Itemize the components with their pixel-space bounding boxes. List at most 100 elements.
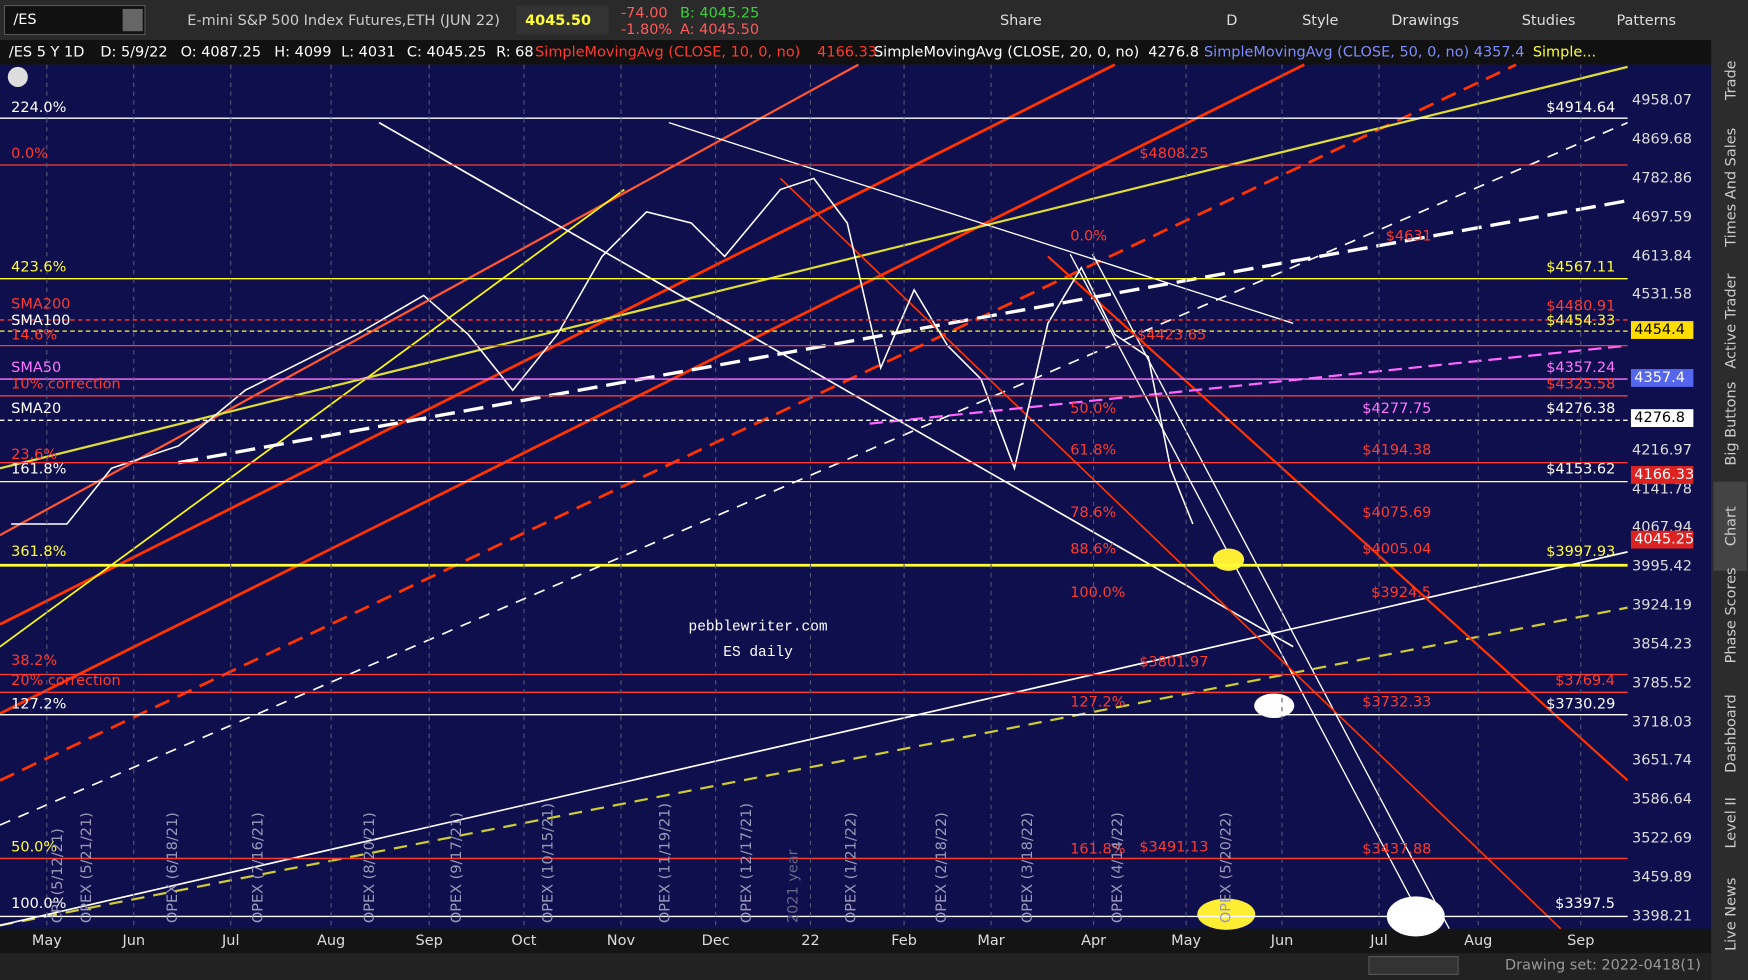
toolbar-button[interactable]: Patterns <box>1616 13 1676 29</box>
drawing-set: Drawing set: 2022-0418(1) <box>1505 958 1701 974</box>
symbol-dropdown[interactable] <box>122 8 143 32</box>
price-badge-text: 4454.4 <box>1634 322 1685 338</box>
event-label: OPEX (1/21/22) <box>844 812 860 923</box>
price-level-label: $4005.04 <box>1362 542 1431 558</box>
level-label: 23.6% <box>11 447 57 463</box>
event-label: CPI (5/12/21) <box>50 828 66 923</box>
scrollbar[interactable] <box>1368 956 1459 975</box>
price-box <box>516 5 609 35</box>
level-label: 38.2% <box>11 653 57 669</box>
symbol-box[interactable] <box>3 5 146 36</box>
event-label: OPEX (5/21/21) <box>79 812 95 923</box>
time-axis <box>0 928 1712 954</box>
level-label: 50.0% <box>11 839 57 855</box>
time-label: Dec <box>702 933 730 949</box>
side-tab[interactable]: Trade <box>1723 60 1739 101</box>
level-label: SMA100 <box>11 313 70 329</box>
price-badge <box>1630 409 1694 428</box>
time-label: Jun <box>1270 933 1294 949</box>
price-level-label: $3397.5 <box>1555 896 1615 912</box>
price-level-label: $4631 <box>1386 228 1432 244</box>
side-tab[interactable]: Level II <box>1723 797 1739 848</box>
chart-area <box>0 64 1628 929</box>
toolbar-button[interactable]: Studies <box>1522 13 1576 29</box>
event-label: OPEX (7/16/21) <box>251 812 267 923</box>
side-tab[interactable]: Dashboard <box>1723 694 1739 773</box>
event-label: OPEX (11/19/21) <box>658 803 674 923</box>
event-label: 2021 year <box>786 849 802 923</box>
level-label: SMA20 <box>11 401 61 417</box>
fib-label: 88.6% <box>1070 542 1116 558</box>
price-level-label: $3997.93 <box>1546 544 1615 560</box>
price-label: 3651.74 <box>1632 752 1692 768</box>
legend-item: /ES 5 Y 1D <box>9 44 84 60</box>
level-label: 127.2% <box>11 697 66 713</box>
price-level-label: $4153.62 <box>1546 461 1615 477</box>
price-level-label: $4325.58 <box>1546 377 1615 393</box>
study-name: SimpleMovingAvg (CLOSE, 10, 0, no) <box>535 44 800 60</box>
time-label: Nov <box>607 933 636 949</box>
price-axis <box>1627 64 1712 929</box>
price-label: 3522.69 <box>1632 830 1692 846</box>
watermark: pebblewriter.com <box>689 619 828 635</box>
price-level-label: $4480.91 <box>1546 299 1615 315</box>
price-label: 4697.59 <box>1632 209 1692 225</box>
time-label: Mar <box>977 933 1004 949</box>
toolbar-button[interactable]: Drawings <box>1391 13 1459 29</box>
price-level-label: $4357.24 <box>1546 360 1615 376</box>
price-label: 4958.07 <box>1632 92 1692 108</box>
price-label: 4141.78 <box>1632 481 1692 497</box>
fib-label: 0.0% <box>1070 228 1107 244</box>
legend-bar <box>0 40 1712 65</box>
side-tab[interactable]: Phase Scores <box>1723 567 1739 663</box>
toolbar-button[interactable]: Style <box>1302 13 1338 29</box>
price-level-label: $3732.33 <box>1362 694 1431 710</box>
side-tab[interactable]: Active Trader <box>1723 274 1739 369</box>
price-level-label: $3491.13 <box>1139 839 1208 855</box>
symbol: /ES <box>13 12 36 28</box>
event-label: OPEX (12/17/21) <box>739 803 755 923</box>
fib-label: 61.8% <box>1070 442 1116 458</box>
price-badge <box>1630 466 1694 484</box>
side-tab[interactable]: Times And Sales <box>1723 128 1739 248</box>
toolbar-button[interactable]: D <box>1226 13 1237 29</box>
watermark: ES daily <box>723 645 793 661</box>
price-badge-text: 4357.4 <box>1634 370 1685 386</box>
side-tab[interactable]: Chart <box>1723 506 1739 546</box>
change-percent: -1.80% <box>621 22 672 38</box>
level-label: 20% correction <box>11 673 121 689</box>
price-badge-text: 4045.25 <box>1634 532 1694 548</box>
time-label: May <box>32 933 62 949</box>
price-badge <box>1630 321 1694 339</box>
fib-label: 100.0% <box>1070 585 1125 601</box>
active-tab <box>1713 481 1747 571</box>
price-label: 3459.89 <box>1632 869 1692 885</box>
price-level-label: $3437.88 <box>1362 842 1431 858</box>
price-level-label: $4075.69 <box>1362 505 1431 521</box>
alert-icon[interactable] <box>7 66 28 87</box>
event-label: OPEX (4/14/22) <box>1110 812 1126 923</box>
price-badge-text: 4166.33 <box>1634 467 1694 483</box>
event-label: OPEX (6/18/21) <box>165 812 181 923</box>
level-label: SMA200 <box>11 296 70 312</box>
event-label: OPEX (2/18/22) <box>934 812 950 923</box>
price-label: 4216.97 <box>1632 442 1692 458</box>
instrument-description: E-mini S&P 500 Index Futures,ETH (JUN 22… <box>187 13 500 29</box>
change: -74.00 <box>621 5 668 21</box>
time-label: Apr <box>1081 933 1106 949</box>
toolbar-button[interactable]: Share <box>1000 13 1042 29</box>
price-level-label: $3801.97 <box>1139 654 1208 670</box>
level-label: 14.6% <box>11 328 57 344</box>
time-label: Feb <box>891 933 917 949</box>
side-tab[interactable]: Live News <box>1723 878 1739 951</box>
price-level-label: $4808.25 <box>1139 146 1208 162</box>
level-label: 100.0% <box>11 896 66 912</box>
fib-label: 78.6% <box>1070 505 1116 521</box>
level-label: SMA50 <box>11 360 61 376</box>
price-label: 3854.23 <box>1632 636 1692 652</box>
price-level-label: $4277.75 <box>1362 401 1431 417</box>
price-level-label: $4423.65 <box>1137 328 1206 344</box>
side-tab[interactable]: Big Buttons <box>1723 382 1739 466</box>
study-value: 4357.4 <box>1474 44 1525 60</box>
